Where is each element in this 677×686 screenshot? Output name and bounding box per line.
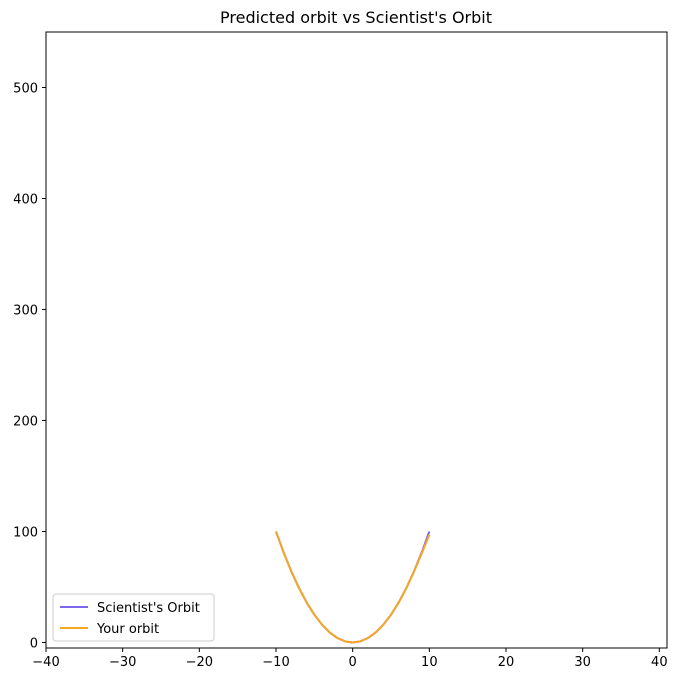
- axes-frame: [45, 31, 668, 649]
- x-tick-label: 30: [574, 655, 591, 670]
- chart-title: Predicted orbit vs Scientist's Orbit: [220, 8, 492, 27]
- y-tick-label: 200: [13, 414, 38, 429]
- x-tick-label: −40: [32, 655, 59, 670]
- x-tick-label: 0: [349, 655, 357, 670]
- legend-label-your-orbit: Your orbit: [96, 622, 159, 637]
- series-line-your-orbit: [275, 531, 431, 644]
- y-tick-label: 500: [13, 81, 38, 96]
- x-tick-label: 40: [651, 655, 668, 670]
- y-tick-label: 0: [30, 636, 38, 651]
- plot-layer: [275, 531, 431, 644]
- legend: Scientist's Orbit Your orbit: [52, 593, 215, 642]
- y-axis-ticks: 0 100 200 300 400 500: [13, 81, 46, 651]
- x-tick-label: −30: [109, 655, 136, 670]
- y-tick-label: 400: [13, 192, 38, 207]
- x-tick-label: 10: [421, 655, 438, 670]
- x-tick-label: −10: [262, 655, 289, 670]
- y-tick-label: 100: [13, 525, 38, 540]
- legend-box: [52, 593, 215, 642]
- x-axis-ticks: −40 −30 −20 −10 0 10 20 30 40: [32, 648, 668, 670]
- x-tick-label: −20: [186, 655, 213, 670]
- y-tick-label: 300: [13, 303, 38, 318]
- x-tick-label: 20: [498, 655, 515, 670]
- legend-label-scientists-orbit: Scientist's Orbit: [97, 601, 200, 616]
